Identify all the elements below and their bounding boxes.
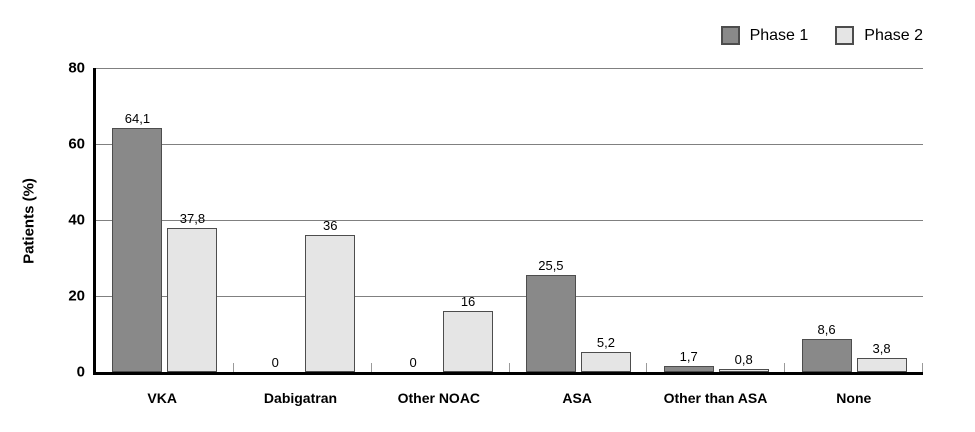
bar-groups: 64,1 37,8 0 36 0 16 25,5 5,2 1,7 0,8 8,6 3,8 <box>96 68 923 372</box>
legend-label: Phase 2 <box>864 26 923 44</box>
bar <box>856 357 907 372</box>
gridline <box>96 68 923 69</box>
bar-value-label: 64,1 <box>124 111 151 127</box>
bar <box>718 368 769 372</box>
gridline <box>96 296 923 297</box>
bar <box>580 352 631 372</box>
bar <box>443 311 494 372</box>
bar-value-label: 0 <box>409 355 417 370</box>
x-axis-tick <box>922 363 923 372</box>
x-category-label: None <box>836 390 872 406</box>
bar <box>305 235 356 372</box>
chart-legend: Phase 1 Phase 2 <box>720 26 923 45</box>
bar-slot: 36 <box>305 218 356 372</box>
bar-slot: 16 <box>443 294 494 372</box>
bar <box>801 339 852 372</box>
gridline <box>96 220 923 221</box>
y-axis-title: Patients (%) <box>20 178 38 264</box>
bar-slot: 3,8 <box>856 341 907 372</box>
y-tick-label: 60 <box>68 135 85 153</box>
x-category-label: ASA <box>562 390 592 406</box>
bar-slot: 25,5 <box>525 258 576 372</box>
bar-group: 1,7 0,8 <box>647 68 785 372</box>
bar-value-label: 8,6 <box>817 322 836 338</box>
x-category-label: Dabigatran <box>263 390 338 406</box>
legend-swatch <box>720 26 740 45</box>
x-axis-tick <box>508 363 510 372</box>
legend-label: Phase 1 <box>749 26 809 44</box>
bar <box>167 228 218 372</box>
bar-value-label: 0,8 <box>734 351 753 367</box>
x-category-label: Other than ASA <box>663 390 768 406</box>
bar-slot: 0,8 <box>718 352 769 372</box>
x-category-label: Other NOAC <box>397 390 481 406</box>
legend-item: Phase 2 <box>835 26 923 45</box>
bar-slot: 5,2 <box>580 335 631 372</box>
x-axis-labels: VKA Dabigatran Other NOAC ASA Other than ASA… <box>93 390 923 406</box>
bar-value-label: 25,5 <box>538 258 564 274</box>
bar-slot: 8,6 <box>801 322 852 372</box>
x-axis-tick <box>232 363 234 372</box>
y-tick-label: 80 <box>68 59 85 77</box>
bar-slot: 37,8 <box>167 211 218 372</box>
bar-value-label: 16 <box>460 294 476 310</box>
legend-item: Phase 1 <box>720 26 809 45</box>
y-tick-label: 20 <box>68 287 85 305</box>
y-tick-label: 40 <box>68 211 85 229</box>
y-tick-label: 0 <box>76 363 85 381</box>
bar <box>663 365 714 372</box>
bar-slot: 1,7 <box>663 349 714 372</box>
bar-slot: 64,1 <box>112 111 163 372</box>
bar-value-label: 5,2 <box>596 335 615 351</box>
bar-value-label: 36 <box>323 218 338 234</box>
bar <box>112 128 163 372</box>
bar <box>525 275 576 372</box>
bar-value-label: 1,7 <box>679 348 698 364</box>
x-category-label: VKA <box>147 390 177 406</box>
bar-group: 64,1 37,8 <box>96 68 234 372</box>
bar-value-label: 37,8 <box>179 211 206 227</box>
bar-group: 25,5 5,2 <box>509 68 647 372</box>
bar-group: 0 36 <box>234 68 372 372</box>
x-axis-tick <box>370 363 372 372</box>
x-axis-tick <box>646 363 648 372</box>
bar-value-label: 3,8 <box>872 340 891 356</box>
bar-value-label: 0 <box>271 355 279 370</box>
legend-swatch <box>835 26 855 45</box>
plot-area: 0 20 40 60 80 64,1 37,8 0 36 0 16 25,5 5,2 1,7 0,8 8,6… <box>68 60 923 381</box>
x-axis-tick <box>784 363 786 372</box>
gridline <box>96 144 923 145</box>
bar-group: 0 16 <box>372 68 510 372</box>
bar-group: 8,6 3,8 <box>785 68 923 372</box>
